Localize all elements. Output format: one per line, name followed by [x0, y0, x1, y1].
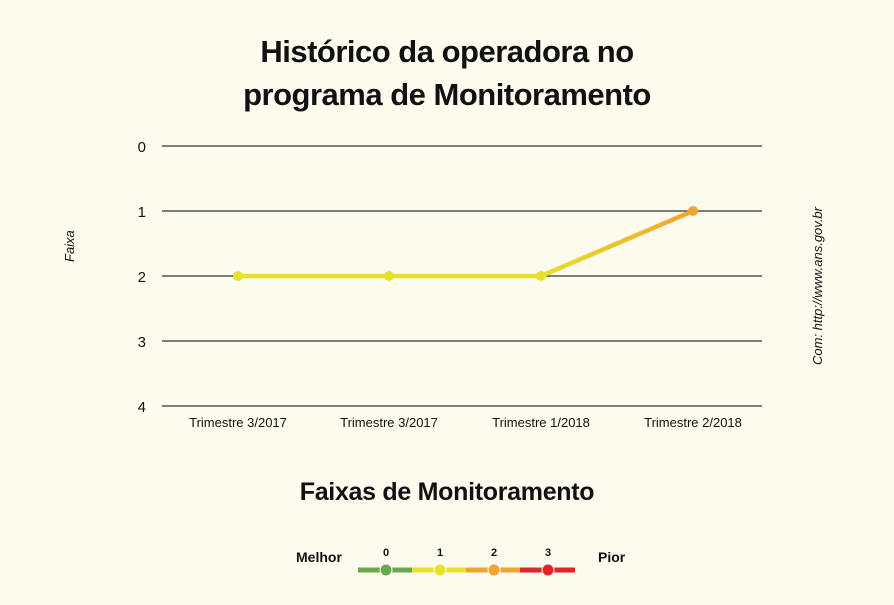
x-tick-label: Trimestre 3/2017: [340, 415, 438, 430]
legend-worst-label: Pior: [598, 549, 626, 565]
y-tick-label: 1: [138, 204, 146, 221]
legend-band-marker: [379, 563, 393, 577]
y-tick-label: 3: [138, 334, 146, 351]
x-tick-label: Trimestre 1/2018: [492, 415, 590, 430]
legend-band-marker: [541, 563, 555, 577]
legend-band-label: 3: [545, 547, 551, 559]
legend-title: Faixas de Monitoramento: [299, 478, 595, 506]
data-point: [384, 271, 394, 281]
chart-title-line2: programa de Monitoramento: [243, 77, 651, 112]
legend-band-label: 2: [491, 547, 497, 559]
x-tick-label: Trimestre 3/2017: [189, 415, 287, 430]
chart-title: Histórico da operadora no programa de Mo…: [0, 30, 894, 116]
y-tick-label: 4: [138, 399, 146, 416]
y-tick-label: 2: [138, 269, 146, 286]
series-line-segment: [538, 208, 696, 279]
legend-band-marker: [487, 563, 501, 577]
y-tick-label: 0: [138, 139, 146, 156]
data-point: [536, 271, 546, 281]
x-tick-label: Trimestre 2/2018: [644, 415, 742, 430]
legend-band-label: 1: [437, 547, 443, 559]
chart-title-line1: Histórico da operadora no: [260, 34, 634, 69]
legend-best-label: Melhor: [296, 549, 342, 565]
data-point: [233, 271, 243, 281]
legend-band-marker: [433, 563, 447, 577]
data-point: [688, 206, 698, 216]
legend-band-label: 0: [383, 547, 389, 559]
